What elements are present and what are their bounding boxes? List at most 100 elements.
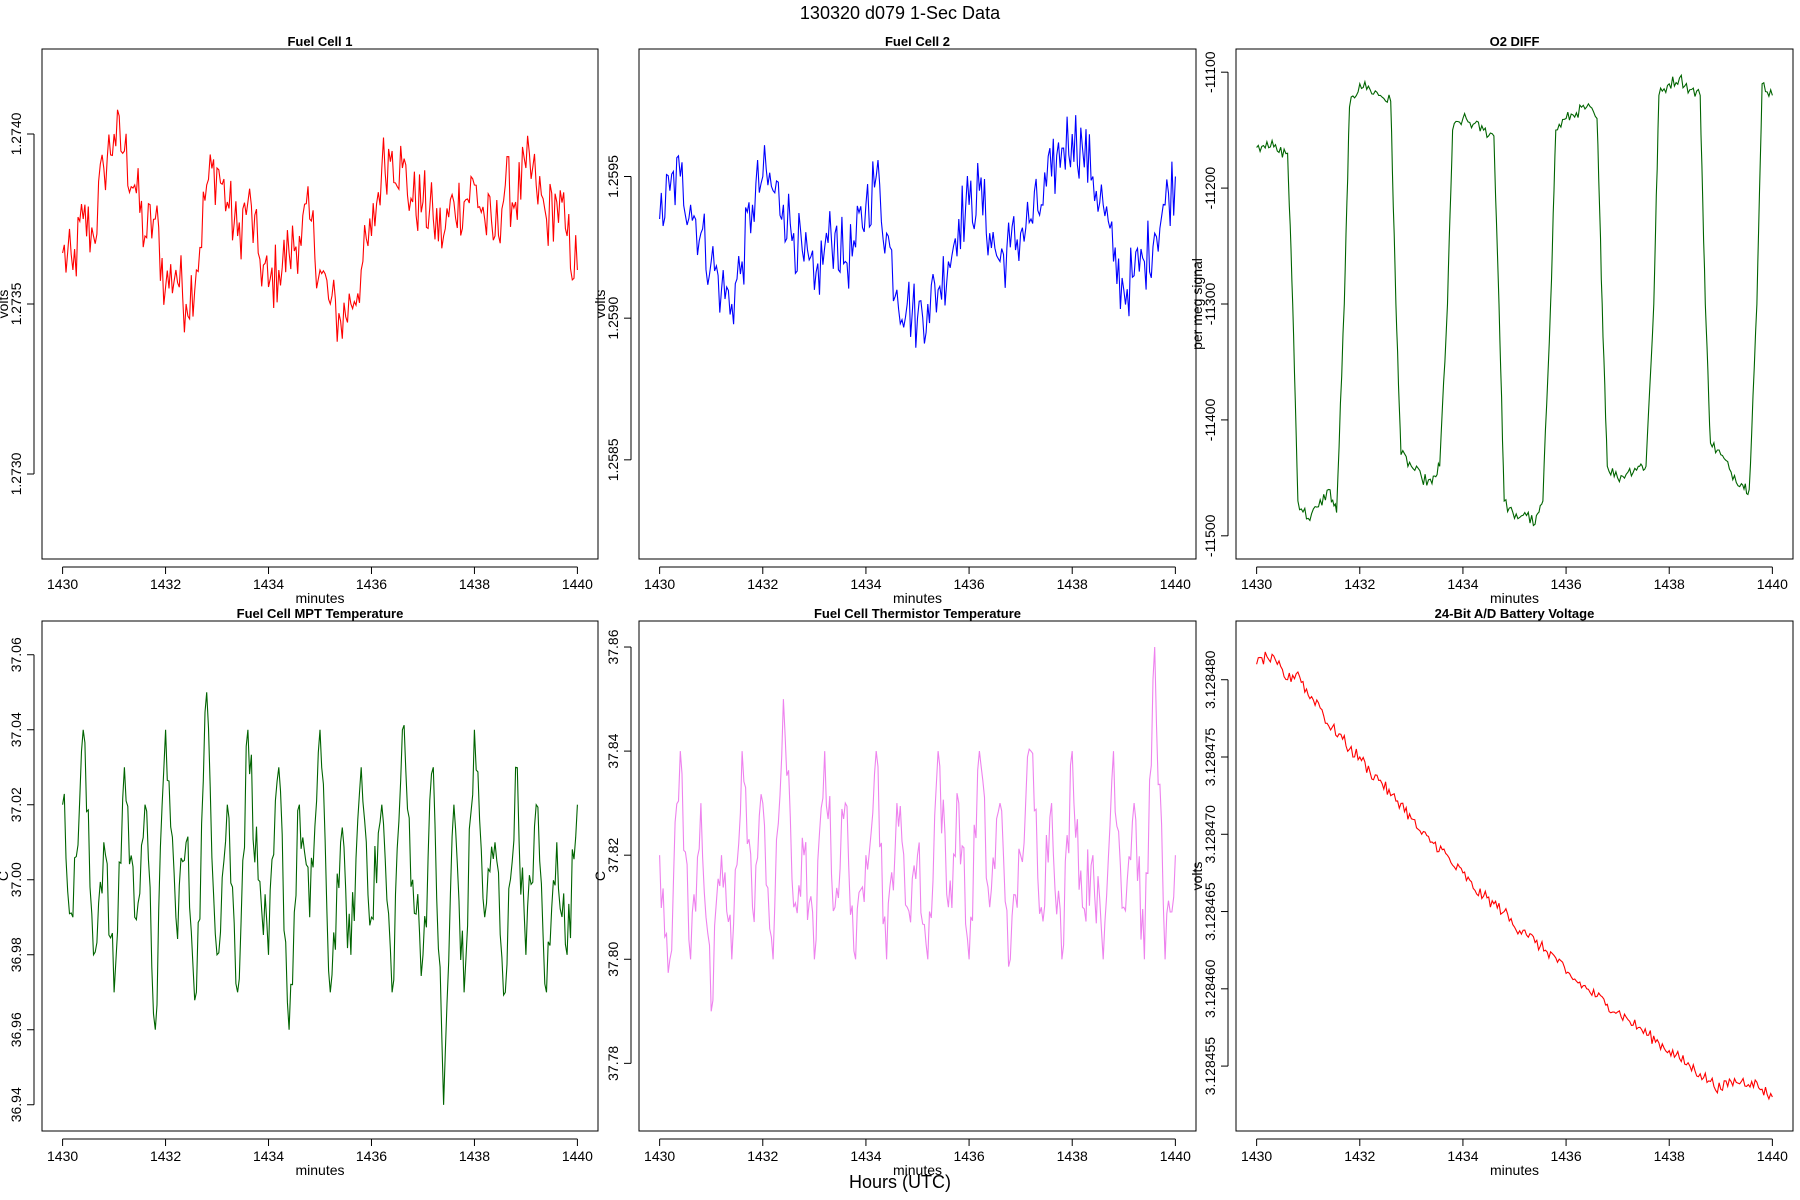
y-tick-label: -11500 <box>1202 514 1218 557</box>
x-tick-label: 1432 <box>1344 1148 1375 1164</box>
global-x-label: Hours (UTC) <box>849 1172 951 1192</box>
panel-title: Fuel Cell 1 <box>287 34 352 49</box>
y-tick-label: 1.2735 <box>8 282 24 325</box>
y-tick-label: 37.06 <box>8 637 24 672</box>
x-tick-label: 1434 <box>850 1148 881 1164</box>
x-tick-label: 1434 <box>253 576 284 592</box>
chart-panel-3: O2 DIFF 1430 1432 1434 1436 1438 1440 minutes -1… <box>1189 34 1794 606</box>
y-tick-label: 1.2590 <box>605 297 621 340</box>
panel-title: Fuel Cell Thermistor Temperature <box>814 606 1021 621</box>
y-tick-label: 36.98 <box>8 937 24 972</box>
y-tick-label: 1.2595 <box>605 155 621 198</box>
y-tick-label: 37.82 <box>605 837 621 872</box>
y-tick-label: 3.128475 <box>1202 728 1218 787</box>
x-tick-label: 1434 <box>1447 1148 1478 1164</box>
series-line <box>62 692 578 1105</box>
y-tick-label: 3.128465 <box>1202 882 1218 941</box>
plot-frame <box>1235 620 1794 1132</box>
y-tick-label: 37.84 <box>605 733 621 768</box>
x-tick-label: 1438 <box>459 1148 490 1164</box>
x-axis-label: minutes <box>1490 1162 1539 1178</box>
chart-panels: Fuel Cell 1 1430 1432 1434 1436 1438 1440 minut… <box>0 34 1794 1178</box>
y-tick-label: 37.00 <box>8 862 24 897</box>
series-line <box>1256 651 1773 1101</box>
y-tick-label: 1.2740 <box>8 112 24 155</box>
plot-frame <box>41 620 599 1132</box>
x-tick-label: 1438 <box>1654 576 1685 592</box>
plot-frame <box>638 48 1197 560</box>
y-tick-label: 36.96 <box>8 1012 24 1047</box>
series-line <box>1256 73 1773 527</box>
y-axis-label: volts <box>0 290 11 319</box>
x-axis-label: minutes <box>295 590 344 606</box>
x-tick-label: 1430 <box>644 1148 675 1164</box>
y-tick-label: 3.128470 <box>1202 805 1218 864</box>
x-axis-label: minutes <box>893 1162 942 1178</box>
x-tick-label: 1440 <box>562 576 593 592</box>
y-axis-label: C <box>0 871 11 881</box>
x-tick-label: 1438 <box>459 576 490 592</box>
y-tick-label: -11400 <box>1202 398 1218 441</box>
x-tick-label: 1434 <box>1447 576 1478 592</box>
panel-title: 24-Bit A/D Battery Voltage <box>1435 606 1595 621</box>
y-tick-label: -11100 <box>1202 51 1218 93</box>
series-line <box>659 646 1176 1012</box>
series-line <box>659 115 1176 348</box>
y-tick-label: 37.86 <box>605 629 621 664</box>
x-tick-label: 1440 <box>1160 1148 1191 1164</box>
x-tick-label: 1436 <box>953 576 984 592</box>
x-tick-label: 1434 <box>850 576 881 592</box>
x-tick-label: 1436 <box>356 1148 387 1164</box>
x-tick-label: 1438 <box>1057 1148 1088 1164</box>
x-tick-label: 1436 <box>953 1148 984 1164</box>
panel-title: Fuel Cell 2 <box>885 34 950 49</box>
x-tick-label: 1436 <box>356 576 387 592</box>
y-axis-label: volts <box>1189 862 1205 891</box>
y-tick-label: 37.02 <box>8 787 24 822</box>
x-axis-label: minutes <box>295 1162 344 1178</box>
x-tick-label: 1432 <box>747 576 778 592</box>
y-tick-label: 37.04 <box>8 712 24 747</box>
x-tick-label: 1436 <box>1550 576 1581 592</box>
figure-title: 130320 d079 1-Sec Data <box>800 3 1001 23</box>
x-tick-label: 1430 <box>47 1148 78 1164</box>
y-tick-label: -11300 <box>1202 283 1218 326</box>
panel-title: Fuel Cell MPT Temperature <box>237 606 404 621</box>
x-tick-label: 1434 <box>253 1148 284 1164</box>
x-tick-label: 1430 <box>644 576 675 592</box>
chart-panel-1: Fuel Cell 1 1430 1432 1434 1436 1438 1440 minut… <box>0 34 599 606</box>
y-tick-label: 36.94 <box>8 1087 24 1122</box>
x-tick-label: 1440 <box>562 1148 593 1164</box>
x-tick-label: 1438 <box>1057 576 1088 592</box>
x-tick-label: 1440 <box>1160 576 1191 592</box>
x-tick-label: 1432 <box>747 1148 778 1164</box>
y-axis-label: C <box>592 871 608 881</box>
y-axis-label: volts <box>592 290 608 319</box>
chart-panel-2: Fuel Cell 2 1430 1432 1434 1436 1438 1440 minut… <box>592 34 1197 606</box>
y-tick-label: 3.128480 <box>1202 650 1218 709</box>
y-tick-label: 1.2730 <box>8 452 24 495</box>
x-axis-label: minutes <box>1490 590 1539 606</box>
y-axis-label: per meg signal <box>1189 258 1205 350</box>
x-tick-label: 1430 <box>1241 1148 1272 1164</box>
plot-frame <box>1235 48 1794 560</box>
plot-frame <box>41 48 599 560</box>
x-tick-label: 1432 <box>1344 576 1375 592</box>
panel-title: O2 DIFF <box>1490 34 1540 49</box>
x-tick-label: 1430 <box>47 576 78 592</box>
chart-panel-5: Fuel Cell Thermistor Temperature 1430 1432… <box>592 606 1197 1178</box>
chart-panel-4: Fuel Cell MPT Temperature 1430 1432 1434 143… <box>0 606 599 1178</box>
x-tick-label: 1432 <box>150 1148 181 1164</box>
y-tick-label: -11200 <box>1202 167 1218 210</box>
x-tick-label: 1440 <box>1757 576 1788 592</box>
x-tick-label: 1438 <box>1654 1148 1685 1164</box>
y-tick-label: 37.80 <box>605 942 621 977</box>
y-tick-label: 3.128455 <box>1202 1037 1218 1096</box>
plot-frame <box>638 620 1197 1132</box>
y-tick-label: 1.2585 <box>605 438 621 481</box>
x-tick-label: 1432 <box>150 576 181 592</box>
x-tick-label: 1440 <box>1757 1148 1788 1164</box>
x-tick-label: 1436 <box>1550 1148 1581 1164</box>
chart-panel-6: 24-Bit A/D Battery Voltage 1430 1432 1434 14… <box>1189 606 1794 1178</box>
